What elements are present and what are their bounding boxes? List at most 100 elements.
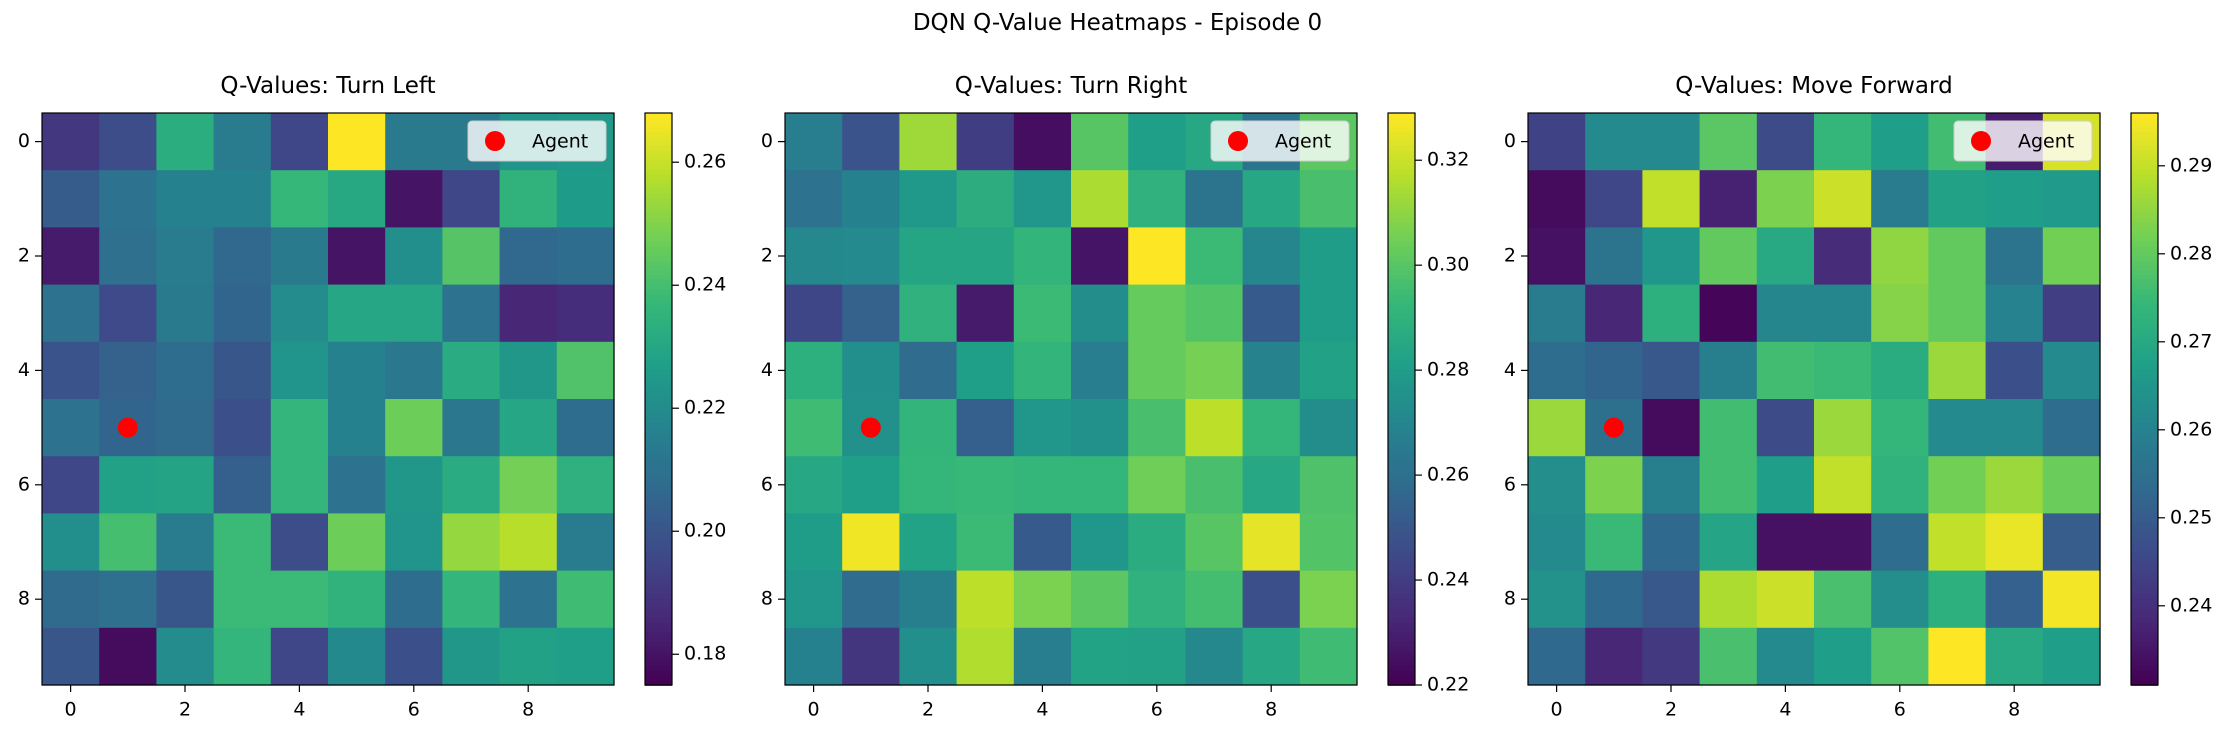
colorbar-segment <box>2131 384 2158 391</box>
heatmap-cell <box>1985 570 2044 629</box>
colorbar-segment <box>645 661 672 667</box>
heatmap-cell <box>785 570 843 629</box>
colorbar-segment <box>1388 451 1415 457</box>
colorbar-segment <box>2131 594 2158 600</box>
heatmap-cell <box>1013 341 1072 400</box>
colorbar-segment <box>2131 389 2158 396</box>
heatmap-cell <box>1128 456 1186 514</box>
colorbar-segment <box>2131 308 2158 314</box>
colorbar-segment <box>1388 384 1415 391</box>
heatmap-cell <box>1128 284 1186 343</box>
colorbar-segment <box>1388 346 1415 353</box>
colorbar-segment <box>2131 661 2158 667</box>
colorbar-frame <box>644 112 673 686</box>
heatmap-cell <box>1642 456 1701 514</box>
colorbar-segment <box>645 665 672 672</box>
heatmap-cell <box>1013 570 1072 629</box>
colorbar-segment <box>2131 470 2158 477</box>
heatmap-cell <box>328 456 386 514</box>
heatmap-cell <box>99 284 157 343</box>
colorbar-segment <box>2131 356 2158 362</box>
colorbar-segment <box>645 484 672 491</box>
heatmap-cell <box>1871 113 1929 171</box>
colorbar-segment <box>645 503 672 510</box>
colorbar-segment <box>645 151 672 157</box>
colorbar-segment <box>2131 313 2158 319</box>
colorbar-segment <box>645 332 672 338</box>
colorbar-segment <box>2131 403 2158 410</box>
heatmap-cell <box>99 627 157 686</box>
colorbar-segment <box>2131 322 2158 329</box>
heatmap-cell <box>785 399 843 457</box>
heatmap-cell <box>442 570 501 629</box>
colorbar-segment <box>645 122 672 129</box>
heatmap-cell <box>499 627 558 686</box>
colorbar-segment <box>1388 127 1415 133</box>
colorbar-segment <box>645 194 672 200</box>
colorbar-segment <box>2131 232 2158 238</box>
heatmap-cell <box>956 284 1015 343</box>
heatmap-cell <box>1242 170 1301 228</box>
heatmap-cell <box>42 113 100 171</box>
heatmap-cell <box>842 341 900 400</box>
heatmap-cell <box>385 341 443 400</box>
heatmap-cell <box>213 170 272 228</box>
heatmap-cell <box>156 284 215 343</box>
heatmap-cell <box>156 627 215 686</box>
heatmap-cell <box>442 170 501 228</box>
colorbar-segment <box>645 308 672 314</box>
colorbar-segment <box>1388 608 1415 615</box>
heatmap-cell <box>1185 627 1244 686</box>
colorbar-segment <box>1388 327 1415 334</box>
colorbar-segment <box>2131 646 2158 653</box>
heatmap-cell <box>270 513 329 572</box>
colorbar-segment <box>1388 546 1415 553</box>
colorbar-segment <box>1388 241 1415 248</box>
colorbar-segment <box>1388 399 1415 405</box>
colorbar-segment <box>1388 603 1415 610</box>
heatmap-cell <box>956 227 1015 286</box>
colorbar-segment <box>2131 665 2158 672</box>
colorbar-segment <box>645 260 672 267</box>
heatmap-cell <box>442 227 501 286</box>
heatmap-cell <box>1699 284 1758 343</box>
colorbar-segment <box>1388 570 1415 577</box>
heatmap-cell <box>556 627 615 686</box>
colorbar-segment <box>2131 399 2158 405</box>
heatmap-cell <box>1185 399 1244 457</box>
x-tick-label: 2 <box>179 699 191 721</box>
heatmap-cell <box>1299 399 1358 457</box>
colorbar-segment <box>1388 146 1415 152</box>
heatmap-cell <box>556 513 615 572</box>
colorbar-segment <box>2131 208 2158 214</box>
colorbar-segment <box>1388 155 1415 162</box>
colorbar-segment <box>1388 422 1415 429</box>
y-tick-label: 2 <box>1504 245 1516 267</box>
legend-label: Agent <box>532 131 588 153</box>
heatmap-cell <box>1242 456 1301 514</box>
y-tick-label: 8 <box>1504 588 1516 610</box>
colorbar-segment <box>645 213 672 219</box>
heatmap-cell <box>1585 341 1643 400</box>
heatmap-cell <box>1128 570 1186 629</box>
colorbar-segment <box>1388 480 1415 486</box>
colorbar-segment <box>2131 584 2158 591</box>
heatmap-cell <box>213 113 272 171</box>
heatmap-cell <box>213 456 272 514</box>
heatmap-cell <box>156 570 215 629</box>
heatmap-cell <box>1871 284 1929 343</box>
colorbar-segment <box>1388 365 1415 372</box>
heatmap-cell <box>1642 399 1701 457</box>
colorbar-segment <box>1388 632 1415 639</box>
heatmap-cell <box>1699 170 1758 228</box>
legend-agent-marker <box>1228 131 1248 151</box>
y-tick-label: 8 <box>18 588 30 610</box>
colorbar-segment <box>1388 141 1415 148</box>
heatmap-cell <box>1528 570 1586 629</box>
heatmap-cell <box>1985 341 2044 400</box>
colorbar-segment <box>645 227 672 233</box>
heatmap-cell <box>556 341 615 400</box>
colorbar-segment <box>1388 165 1415 171</box>
colorbar-segment <box>1388 217 1415 224</box>
heatmap-cell <box>1814 513 1872 572</box>
